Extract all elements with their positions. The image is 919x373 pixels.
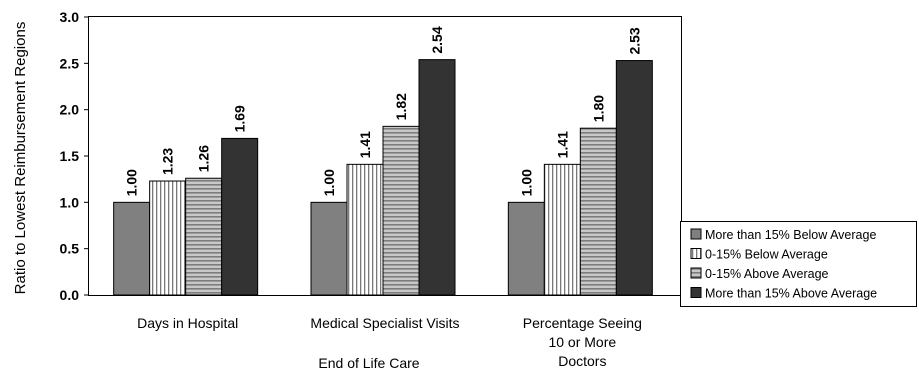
- data-label: 1.41: [554, 131, 570, 158]
- y-axis-label: Ratio to Lowest Reimbursement Regions: [12, 22, 29, 295]
- legend-swatch: [690, 267, 702, 279]
- data-label: 1.00: [518, 169, 534, 196]
- legend: More than 15% Below Average 0-15% Below A…: [680, 221, 917, 307]
- data-label: 2.54: [429, 26, 445, 53]
- bars: [113, 59, 653, 296]
- data-label: 2.53: [626, 27, 642, 54]
- data-label: 1.41: [357, 131, 373, 158]
- bar: [310, 201, 348, 296]
- data-label: 1.82: [393, 93, 409, 120]
- bar: [507, 201, 545, 296]
- data-label: 1.00: [124, 169, 140, 196]
- data-label: 1.23: [160, 148, 176, 175]
- y-tick-label: 1.0: [60, 194, 80, 210]
- legend-label: 0-15% Below Average: [705, 248, 828, 262]
- x-axis-label: End of Life Care: [318, 355, 419, 371]
- data-label: 1.26: [196, 145, 212, 172]
- y-tick-label: 3.0: [60, 9, 80, 25]
- data-labels: 1.00 1.23 1.26 1.69 1.00 1.41 1.82 2.54 1.00 1.41…: [124, 26, 643, 196]
- category-label: Percentage Seeing: [523, 315, 642, 331]
- legend-label: More than 15% Above Average: [705, 287, 877, 301]
- legend-frame: [680, 221, 917, 307]
- legend-swatch: [690, 228, 702, 240]
- y-tick-label: 2.0: [60, 102, 80, 118]
- bar: [418, 59, 456, 296]
- category-label: Days in Hospital: [137, 315, 238, 331]
- data-label: 1.69: [232, 105, 248, 132]
- bar: [185, 177, 223, 296]
- y-tick-label: 0.0: [60, 287, 80, 303]
- y-tick-label: 1.5: [60, 148, 80, 164]
- bar: [543, 163, 581, 296]
- bar: [615, 60, 653, 296]
- bar: [221, 137, 259, 296]
- y-axis: 0.0 0.5 1.0 1.5 2.0 2.5 3.0: [60, 9, 89, 303]
- bar: [113, 201, 151, 296]
- y-tick-label: 0.5: [60, 241, 80, 257]
- category-labels: Days in Hospital Medical Specialist Visit…: [137, 315, 642, 369]
- bar: [149, 180, 187, 296]
- legend-label: 0-15% Above Average: [705, 267, 829, 281]
- bar: [382, 125, 420, 296]
- legend-swatch: [690, 287, 702, 298]
- y-tick-label: 2.5: [60, 55, 80, 71]
- category-label: Doctors: [558, 353, 606, 369]
- legend-swatch: [690, 248, 702, 259]
- category-label: Medical Specialist Visits: [310, 315, 459, 331]
- category-label: 10 or More: [548, 334, 616, 350]
- bar: [346, 163, 384, 296]
- data-label: 1.80: [590, 95, 606, 122]
- bar: [579, 127, 617, 296]
- legend-label: More than 15% Below Average: [705, 228, 876, 242]
- data-label: 1.00: [321, 169, 337, 196]
